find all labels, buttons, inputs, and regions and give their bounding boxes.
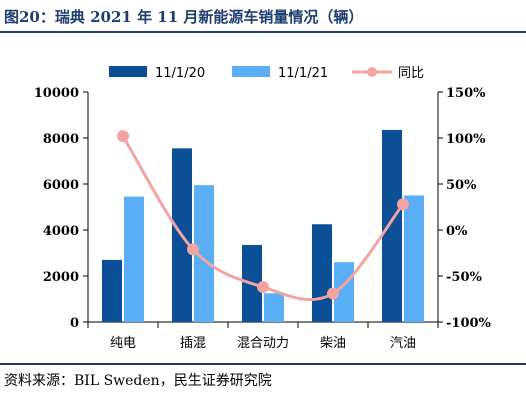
y-right-tick-label: 0% bbox=[446, 224, 468, 239]
legend-label-2020: 11/1/20 bbox=[155, 66, 205, 81]
legend-label-yoy: 同比 bbox=[398, 66, 424, 81]
y-left-tick-label: 10000 bbox=[34, 86, 79, 101]
y-left-tick-label: 8000 bbox=[43, 132, 79, 147]
y-right-tick-label: 150% bbox=[446, 86, 486, 101]
y-left-tick-label: 6000 bbox=[43, 178, 79, 193]
legend-marker-yoy bbox=[367, 67, 377, 77]
x-tick-label: 汽油 bbox=[390, 336, 416, 351]
legend-label-2021: 11/1/21 bbox=[278, 66, 328, 81]
legend-swatch-2020 bbox=[109, 66, 147, 77]
bar-2020 bbox=[382, 129, 402, 322]
yoy-point bbox=[397, 198, 409, 211]
bar-2021 bbox=[404, 195, 424, 322]
y-left-tick-label: 2000 bbox=[43, 270, 79, 285]
bar-2020 bbox=[102, 259, 122, 322]
yoy-point bbox=[187, 243, 199, 256]
y-left-tick-label: 0 bbox=[70, 316, 79, 331]
y-left-tick-label: 4000 bbox=[43, 224, 79, 239]
bar-2020 bbox=[312, 224, 332, 322]
yoy-line bbox=[121, 135, 405, 302]
x-tick-label: 插混 bbox=[180, 336, 206, 351]
x-tick-label: 柴油 bbox=[320, 336, 346, 351]
bar-2021 bbox=[124, 196, 144, 322]
yoy-point bbox=[117, 130, 129, 143]
source-divider bbox=[0, 363, 526, 365]
source-note: 资料来源：BIL Sweden，民生证券研究院 bbox=[4, 373, 272, 389]
bar-2021 bbox=[264, 293, 284, 322]
x-tick-label: 纯电 bbox=[110, 336, 136, 351]
legend-swatch-2021 bbox=[232, 66, 270, 77]
y-right-tick-label: -100% bbox=[446, 316, 492, 331]
yoy-point bbox=[327, 287, 339, 300]
y-right-tick-label: -50% bbox=[446, 270, 482, 285]
y-right-tick-label: 50% bbox=[446, 178, 477, 193]
bar-2021 bbox=[194, 185, 214, 322]
y-right-tick-label: 100% bbox=[446, 132, 486, 147]
chart-area: 11/1/20 11/1/21 同比 0 2000 4000 6000 8000 10000 -1… bbox=[34, 66, 492, 351]
chart-title: 图20：瑞典 2021 年 11 月新能源车销量情况（辆） bbox=[4, 8, 364, 26]
title-divider bbox=[0, 31, 526, 33]
x-tick-label: 混合动力 bbox=[237, 336, 289, 351]
yoy-point bbox=[257, 281, 269, 294]
